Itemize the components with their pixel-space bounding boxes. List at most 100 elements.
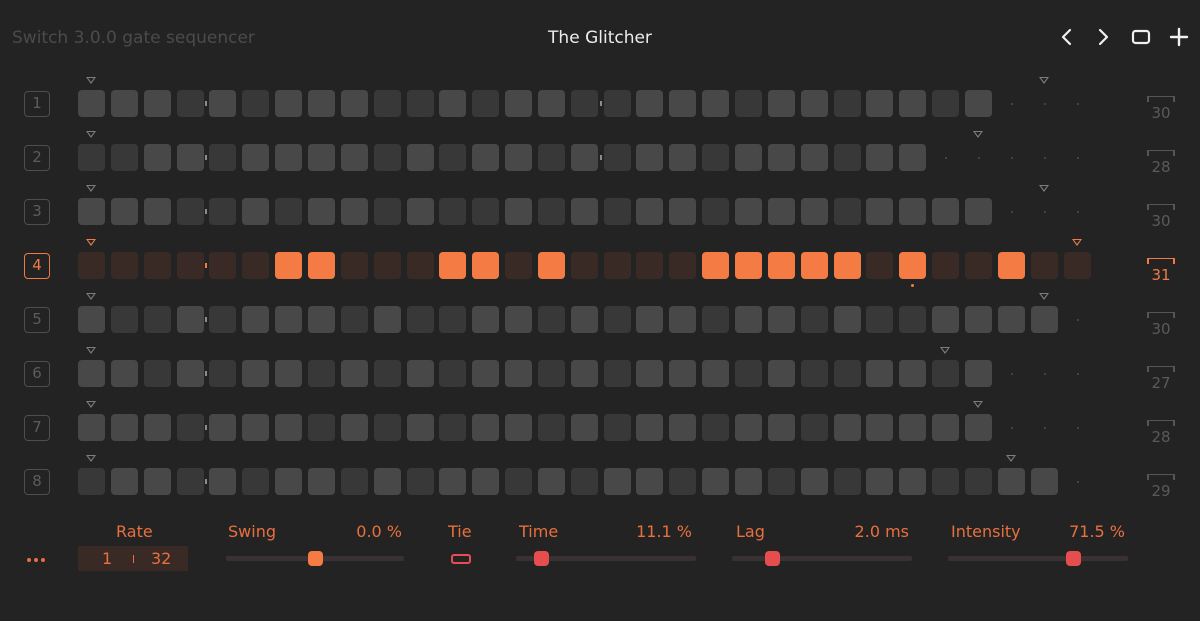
step-cell[interactable] [505,468,533,495]
step-cell[interactable] [307,90,335,117]
step-cell[interactable] [176,414,204,441]
track-end-marker[interactable] [940,347,951,354]
step-cell[interactable] [767,144,795,171]
track-start-marker[interactable] [86,239,96,246]
step-cell[interactable] [899,468,927,495]
lag-slider[interactable] [732,551,912,566]
step-cell[interactable] [570,252,598,279]
track-4-button[interactable]: 4 [24,253,50,279]
step-cell[interactable] [570,414,598,441]
step-cell[interactable] [373,414,401,441]
step-cell[interactable] [439,360,467,387]
step-cell[interactable] [505,252,533,279]
step-cell[interactable] [439,468,467,495]
step-cell[interactable] [505,198,533,225]
step-cell[interactable] [800,90,828,117]
step-cell[interactable] [702,306,730,333]
step-cell[interactable] [866,414,894,441]
step-cell[interactable] [307,306,335,333]
step-cell[interactable] [472,144,500,171]
step-cell[interactable] [833,144,861,171]
step-cell[interactable] [209,360,237,387]
step-cell[interactable] [209,198,237,225]
step-cell[interactable] [439,144,467,171]
step-cell[interactable] [110,144,138,171]
step-cell[interactable] [307,252,335,279]
step-cell[interactable] [636,144,664,171]
step-cell[interactable] [78,468,105,495]
step-cell[interactable] [1030,252,1058,279]
step-cell[interactable] [406,468,434,495]
step-cell[interactable] [767,306,795,333]
step-cell[interactable] [110,252,138,279]
step-cell[interactable] [373,90,401,117]
step-cell[interactable] [800,414,828,441]
step-cell[interactable] [472,90,500,117]
step-cell[interactable] [767,468,795,495]
step-cell[interactable] [110,414,138,441]
step-cell[interactable] [1030,468,1058,495]
step-cell[interactable] [110,198,138,225]
step-cell[interactable] [866,360,894,387]
step-cell[interactable] [242,252,270,279]
track-start-marker[interactable] [86,401,96,408]
more-horizontal-icon[interactable] [27,556,49,564]
step-cell[interactable] [307,198,335,225]
step-cell[interactable] [472,468,500,495]
step-cell[interactable] [340,198,368,225]
step-cell[interactable] [735,90,762,117]
step-cell[interactable] [833,198,861,225]
track-1-length[interactable]: 30 [1147,96,1175,124]
step-cell[interactable] [833,306,861,333]
track-4-length[interactable]: 31 [1147,258,1175,286]
step-cell[interactable] [833,414,861,441]
step-cell[interactable] [669,414,697,441]
step-cell[interactable] [702,252,730,279]
step-cell[interactable] [997,252,1025,279]
step-cell[interactable] [439,252,467,279]
track-start-marker[interactable] [86,185,96,192]
step-cell[interactable] [406,252,434,279]
step-cell[interactable] [866,144,894,171]
step-cell[interactable] [702,90,730,117]
step-cell[interactable] [537,414,565,441]
step-cell[interactable] [800,252,828,279]
step-cell[interactable] [78,306,105,333]
step-cell[interactable] [767,198,795,225]
rate-selector[interactable]: 1 32 [78,546,188,571]
step-cell[interactable] [78,414,105,441]
step-cell[interactable] [340,90,368,117]
chevron-right-icon[interactable] [1092,26,1114,48]
step-cell[interactable] [439,90,467,117]
step-cell[interactable] [307,144,335,171]
step-cell[interactable] [143,414,171,441]
step-cell[interactable] [307,414,335,441]
step-cell[interactable] [209,414,237,441]
step-cell[interactable] [735,414,762,441]
step-cell[interactable] [242,306,270,333]
step-cell[interactable] [636,468,664,495]
step-cell[interactable] [209,252,237,279]
track-end-marker[interactable] [1038,77,1049,84]
plus-icon[interactable] [1168,26,1190,48]
step-cell[interactable] [340,306,368,333]
step-cell[interactable] [800,468,828,495]
track-5-button[interactable]: 5 [24,307,50,333]
step-cell[interactable] [242,198,270,225]
step-cell[interactable] [767,414,795,441]
step-cell[interactable] [373,468,401,495]
step-cell[interactable] [932,360,960,387]
step-cell[interactable] [899,306,927,333]
track-end-marker[interactable] [1038,185,1049,192]
step-cell[interactable] [800,144,828,171]
track-3-button[interactable]: 3 [24,199,50,225]
step-cell[interactable] [340,468,368,495]
step-cell[interactable] [702,468,730,495]
step-cell[interactable] [275,90,303,117]
step-cell[interactable] [78,144,105,171]
step-cell[interactable] [176,144,204,171]
track-end-marker[interactable] [1071,239,1082,246]
step-cell[interactable] [899,360,927,387]
step-cell[interactable] [505,306,533,333]
step-cell[interactable] [636,306,664,333]
